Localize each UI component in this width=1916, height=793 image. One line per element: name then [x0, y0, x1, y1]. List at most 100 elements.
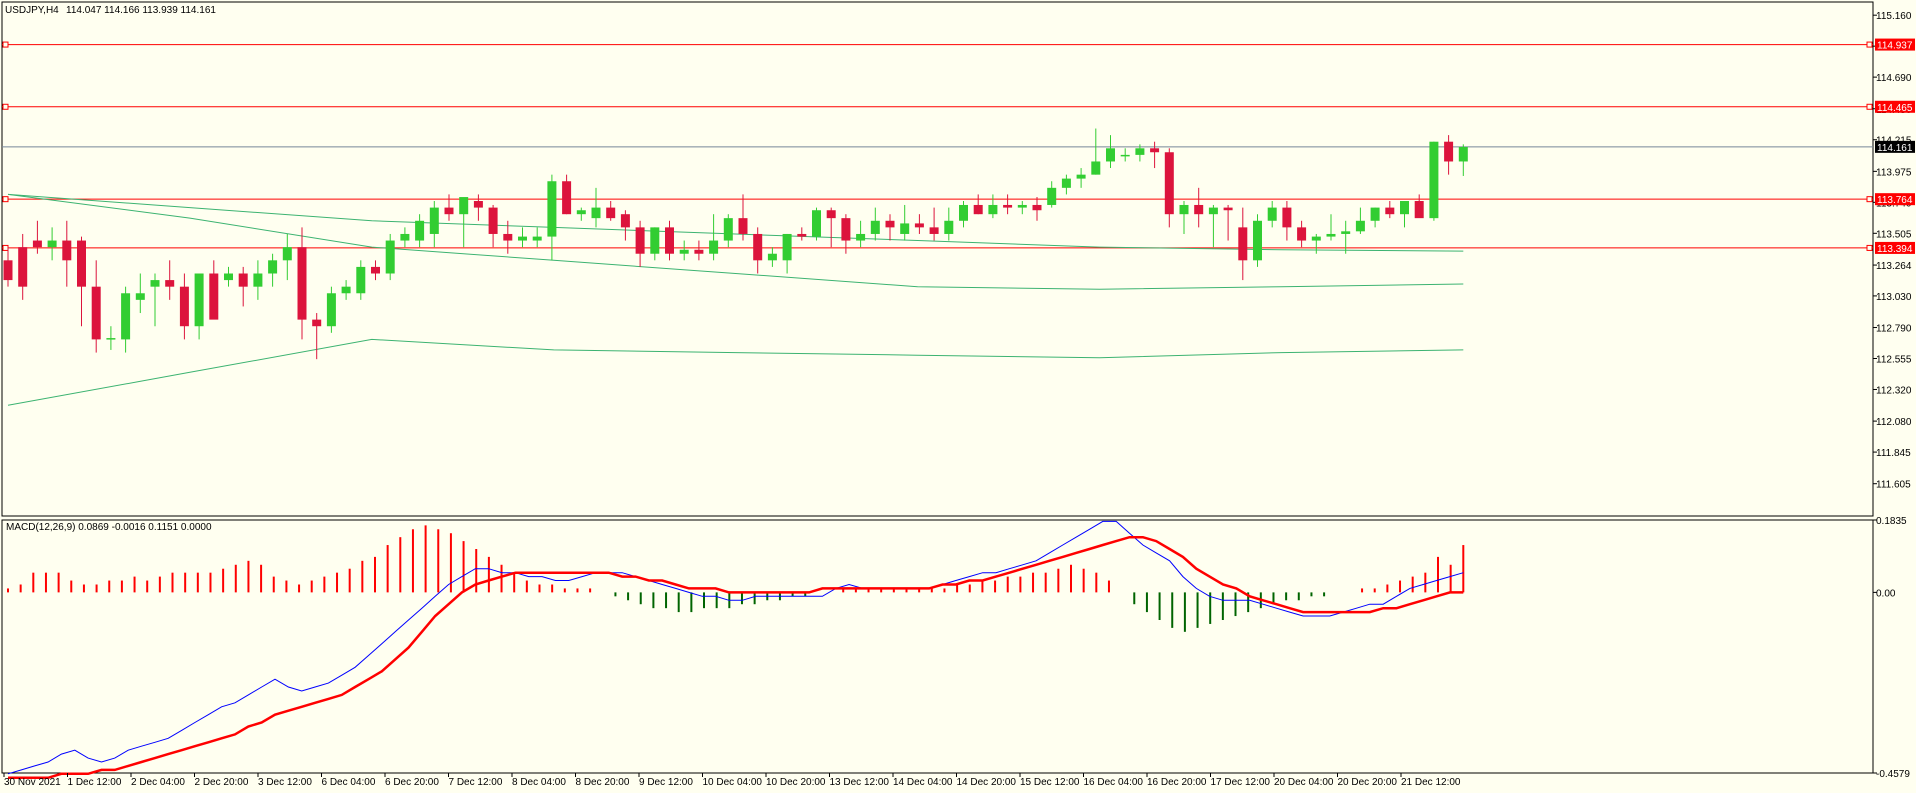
- candle: [135, 273, 145, 314]
- candle-body: [1311, 236, 1321, 241]
- candle-body: [297, 247, 307, 320]
- candle-body: [1135, 148, 1145, 155]
- candle-body: [400, 233, 410, 241]
- candle: [1355, 207, 1365, 234]
- time-tick-label: 10 Dec 04:00: [703, 777, 763, 788]
- candle: [562, 174, 572, 215]
- candle-body: [738, 218, 748, 234]
- level-price-box: [1875, 38, 1915, 51]
- candle-body: [3, 260, 13, 281]
- candle: [459, 197, 469, 248]
- candle-body: [679, 249, 689, 254]
- candle: [1164, 148, 1174, 228]
- candle-body: [576, 210, 586, 215]
- candle: [415, 214, 425, 248]
- candle-body: [723, 218, 733, 241]
- candle: [400, 227, 410, 248]
- candle: [856, 220, 866, 248]
- candle-body: [121, 293, 131, 340]
- candle-body: [1223, 207, 1233, 211]
- candle: [1150, 141, 1160, 169]
- candle: [1120, 148, 1130, 162]
- candle: [1444, 135, 1454, 175]
- time-tick-label: 8 Dec 04:00: [512, 777, 566, 788]
- candle: [91, 260, 101, 353]
- candle: [1106, 135, 1115, 169]
- candle-body: [1120, 154, 1130, 157]
- candle-body: [959, 204, 968, 221]
- candle-body: [1061, 178, 1071, 188]
- candle: [1297, 220, 1307, 248]
- time-tick-label: 21 Dec 12:00: [1401, 777, 1461, 788]
- candle-body: [753, 233, 763, 261]
- candle-body: [238, 273, 248, 287]
- candle-body: [1370, 207, 1380, 221]
- candle-body: [312, 319, 322, 327]
- candle-body: [973, 204, 983, 215]
- candle-body: [135, 293, 145, 300]
- candle: [547, 174, 557, 261]
- candle-body: [1414, 201, 1424, 219]
- macd-line: [7, 520, 1464, 775]
- candle-body: [826, 210, 836, 219]
- time-tick-label: 6 Dec 20:00: [385, 777, 439, 788]
- candle: [988, 194, 998, 219]
- candle: [1370, 207, 1380, 228]
- candle: [1179, 201, 1189, 234]
- candle-body: [1194, 204, 1204, 215]
- candle-body: [371, 266, 380, 274]
- candle: [1385, 201, 1395, 219]
- candle: [488, 204, 498, 248]
- candle-body: [385, 240, 395, 274]
- horizontal-levels[interactable]: 114.937 114.465 113.764 113.394 114.161: [2, 38, 1915, 255]
- candle-body: [62, 240, 72, 261]
- candle-body: [929, 227, 939, 234]
- candle-body: [547, 181, 557, 237]
- candle: [1047, 181, 1057, 208]
- time-tick-label: 10 Dec 20:00: [766, 777, 826, 788]
- level-handle-left: [2, 41, 9, 48]
- candle: [767, 247, 777, 267]
- candle-body: [797, 233, 807, 237]
- candle: [1400, 201, 1409, 228]
- candle: [1414, 194, 1424, 219]
- bollinger-bands: [7, 193, 1464, 406]
- time-tick-label: 20 Dec 04:00: [1274, 777, 1334, 788]
- level-handle-left: [2, 244, 9, 251]
- time-tick-label: 2 Dec 04:00: [131, 777, 185, 788]
- level-handle-left: [2, 196, 9, 203]
- candle: [812, 207, 821, 241]
- current-price-label: 114.161: [1877, 143, 1913, 154]
- candle-body: [944, 220, 954, 234]
- candle-body: [18, 247, 28, 287]
- level-price-label: 113.394: [1877, 244, 1913, 255]
- candle: [709, 214, 719, 261]
- candle-body: [1385, 207, 1395, 215]
- candle: [1267, 201, 1277, 228]
- candle: [326, 286, 336, 333]
- macd-pane-frame: [1, 519, 1874, 774]
- time-tick-label: 20 Dec 20:00: [1338, 777, 1398, 788]
- candle: [18, 233, 28, 300]
- candle-body: [194, 273, 204, 327]
- candle: [297, 227, 307, 340]
- level-handle-right: [1866, 244, 1873, 251]
- candle: [371, 260, 380, 281]
- candle: [1135, 144, 1145, 162]
- candle: [1326, 214, 1336, 241]
- candle: [1076, 168, 1086, 188]
- candle-body: [1106, 148, 1115, 162]
- candle: [77, 236, 86, 327]
- candle-body: [209, 273, 219, 320]
- candle-body: [341, 286, 351, 294]
- candle-body: [459, 197, 469, 215]
- candle: [1194, 187, 1204, 228]
- candle-body: [1297, 227, 1307, 241]
- candle-body: [32, 240, 42, 248]
- candle: [885, 214, 895, 241]
- candle-body: [1326, 233, 1336, 237]
- candle: [179, 273, 189, 340]
- signal-line: [8, 535, 1464, 780]
